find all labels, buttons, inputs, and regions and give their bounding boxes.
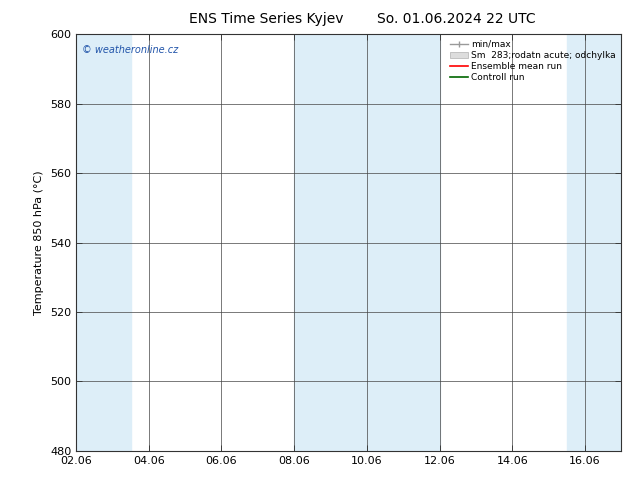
Text: © weatheronline.cz: © weatheronline.cz [82, 45, 178, 55]
Text: So. 01.06.2024 22 UTC: So. 01.06.2024 22 UTC [377, 12, 536, 26]
Bar [76, 34, 131, 451]
Y-axis label: Temperature 850 hPa (°C): Temperature 850 hPa (°C) [34, 170, 44, 315]
Bar [567, 34, 621, 451]
Legend: min/max, Sm  283;rodatn acute; odchylka, Ensemble mean run, Controll run: min/max, Sm 283;rodatn acute; odchylka, … [447, 37, 619, 85]
Bar [294, 34, 439, 451]
Text: ENS Time Series Kyjev: ENS Time Series Kyjev [189, 12, 344, 26]
